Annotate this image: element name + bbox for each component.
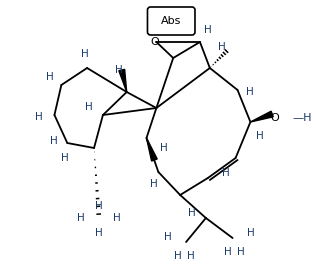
Text: H: H <box>50 136 57 146</box>
Text: H: H <box>188 208 196 218</box>
Text: H: H <box>161 143 168 153</box>
Text: H: H <box>174 251 182 261</box>
Text: H: H <box>46 72 53 82</box>
FancyBboxPatch shape <box>148 7 195 35</box>
Text: —H: —H <box>292 113 312 123</box>
Polygon shape <box>250 111 273 122</box>
Text: H: H <box>81 49 89 59</box>
Polygon shape <box>147 138 157 161</box>
Text: H: H <box>204 25 212 35</box>
Text: H: H <box>61 153 69 163</box>
Text: O: O <box>150 37 159 47</box>
Text: H: H <box>164 232 172 242</box>
Text: H: H <box>95 201 103 211</box>
Text: Abs: Abs <box>161 16 181 26</box>
Polygon shape <box>119 69 127 92</box>
Text: H: H <box>115 65 123 75</box>
Text: H: H <box>237 247 244 257</box>
Text: H: H <box>113 213 121 223</box>
Text: H: H <box>149 179 157 189</box>
Text: H: H <box>85 102 93 112</box>
Text: H: H <box>246 228 254 238</box>
Text: O: O <box>271 113 280 123</box>
Text: H: H <box>218 42 226 52</box>
Text: H: H <box>224 247 232 257</box>
Text: H: H <box>187 251 195 261</box>
Text: H: H <box>246 87 253 97</box>
Text: H: H <box>222 168 229 178</box>
Text: H: H <box>95 228 103 238</box>
Text: H: H <box>257 131 264 141</box>
Text: H: H <box>35 112 42 122</box>
Text: H: H <box>77 213 85 223</box>
